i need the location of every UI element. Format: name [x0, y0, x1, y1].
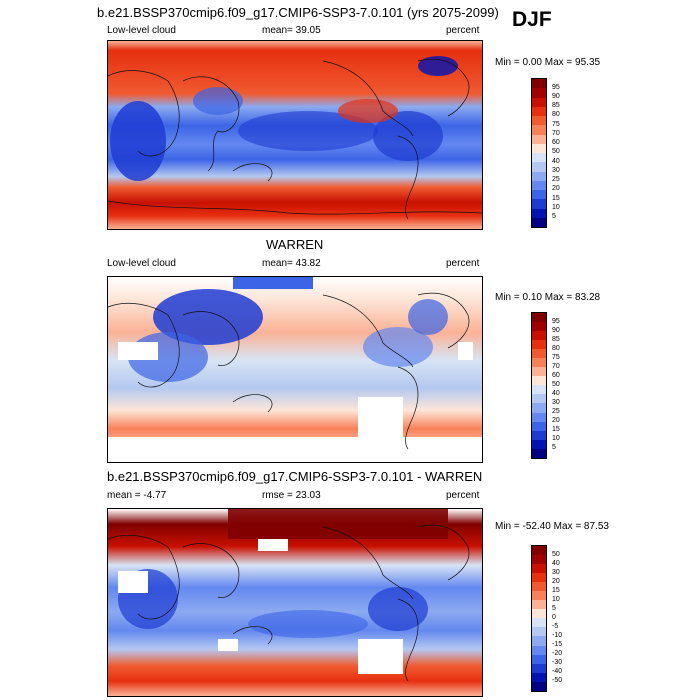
- tick: 10: [552, 204, 560, 211]
- tick: 30: [552, 399, 560, 406]
- tick: 75: [552, 354, 560, 361]
- tick: 80: [552, 111, 560, 118]
- panel-3-rmse-label: rmse = 23.03: [262, 490, 321, 501]
- panel-2-variable-label: Low-level cloud: [107, 258, 176, 269]
- tick: -20: [552, 650, 563, 657]
- season-label: DJF: [512, 8, 552, 31]
- tick: 70: [552, 130, 560, 137]
- tick: 0: [552, 614, 556, 621]
- tick: -5: [552, 623, 559, 630]
- tick: 50: [552, 551, 560, 558]
- tick: -15: [552, 641, 563, 648]
- tick: 85: [552, 102, 560, 109]
- panel-3-map: [107, 508, 483, 697]
- tick: 10: [552, 596, 560, 603]
- panel-2-mean-label: mean= 43.82: [262, 258, 321, 269]
- tick: -40: [552, 668, 563, 675]
- tick: 95: [552, 84, 560, 91]
- panel-1-variable-label: Low-level cloud: [107, 25, 176, 36]
- tick: 80: [552, 345, 560, 352]
- tick: 20: [552, 185, 560, 192]
- panel-3-title: b.e21.BSSP370cmip6.f09_g17.CMIP6-SSP3-7.…: [107, 469, 483, 484]
- tick: 40: [552, 158, 560, 165]
- panel-2-units-label: percent: [446, 258, 480, 269]
- tick: 10: [552, 435, 560, 442]
- tick: 5: [552, 213, 556, 220]
- tick: 20: [552, 417, 560, 424]
- panel-1-minmax: Min = 0.00 Max = 95.35: [495, 57, 601, 68]
- tick: 15: [552, 426, 560, 433]
- panel-1-map: [107, 40, 483, 230]
- tick: 90: [552, 93, 560, 100]
- page-title: b.e21.BSSP370cmip6.f09_g17.CMIP6-SSP3-7.…: [97, 5, 499, 20]
- tick: -30: [552, 659, 563, 666]
- panel-3-units-label: percent: [446, 490, 480, 501]
- panel-1-colorbar: [531, 78, 547, 228]
- panel-2-minmax: Min = 0.10 Max = 83.28: [495, 292, 601, 303]
- tick: 5: [552, 605, 556, 612]
- panel-1-units-label: percent: [446, 25, 480, 36]
- panel-3-minmax: Min = -52.40 Max = 87.53: [495, 521, 609, 532]
- tick: 5: [552, 444, 556, 451]
- panel-2-title: WARREN: [266, 237, 324, 252]
- tick: 15: [552, 195, 560, 202]
- tick: 60: [552, 139, 560, 146]
- tick: 60: [552, 372, 560, 379]
- tick: 30: [552, 569, 560, 576]
- panel-3-colorbar: [531, 545, 547, 692]
- tick: 90: [552, 327, 560, 334]
- tick: -50: [552, 677, 563, 684]
- tick: -10: [552, 632, 563, 639]
- tick: 40: [552, 390, 560, 397]
- tick: 20: [552, 578, 560, 585]
- panel-1-mean-label: mean= 39.05: [262, 25, 321, 36]
- tick: 15: [552, 587, 560, 594]
- tick: 50: [552, 148, 560, 155]
- tick: 40: [552, 560, 560, 567]
- tick: 25: [552, 408, 560, 415]
- panel-2-map: [107, 276, 483, 463]
- tick: 95: [552, 318, 560, 325]
- panel-2-colorbar: [531, 312, 547, 459]
- tick: 70: [552, 363, 560, 370]
- panel-3-mean-label: mean = -4.77: [107, 490, 167, 501]
- tick: 75: [552, 121, 560, 128]
- tick: 50: [552, 381, 560, 388]
- tick: 85: [552, 336, 560, 343]
- tick: 30: [552, 167, 560, 174]
- tick: 25: [552, 176, 560, 183]
